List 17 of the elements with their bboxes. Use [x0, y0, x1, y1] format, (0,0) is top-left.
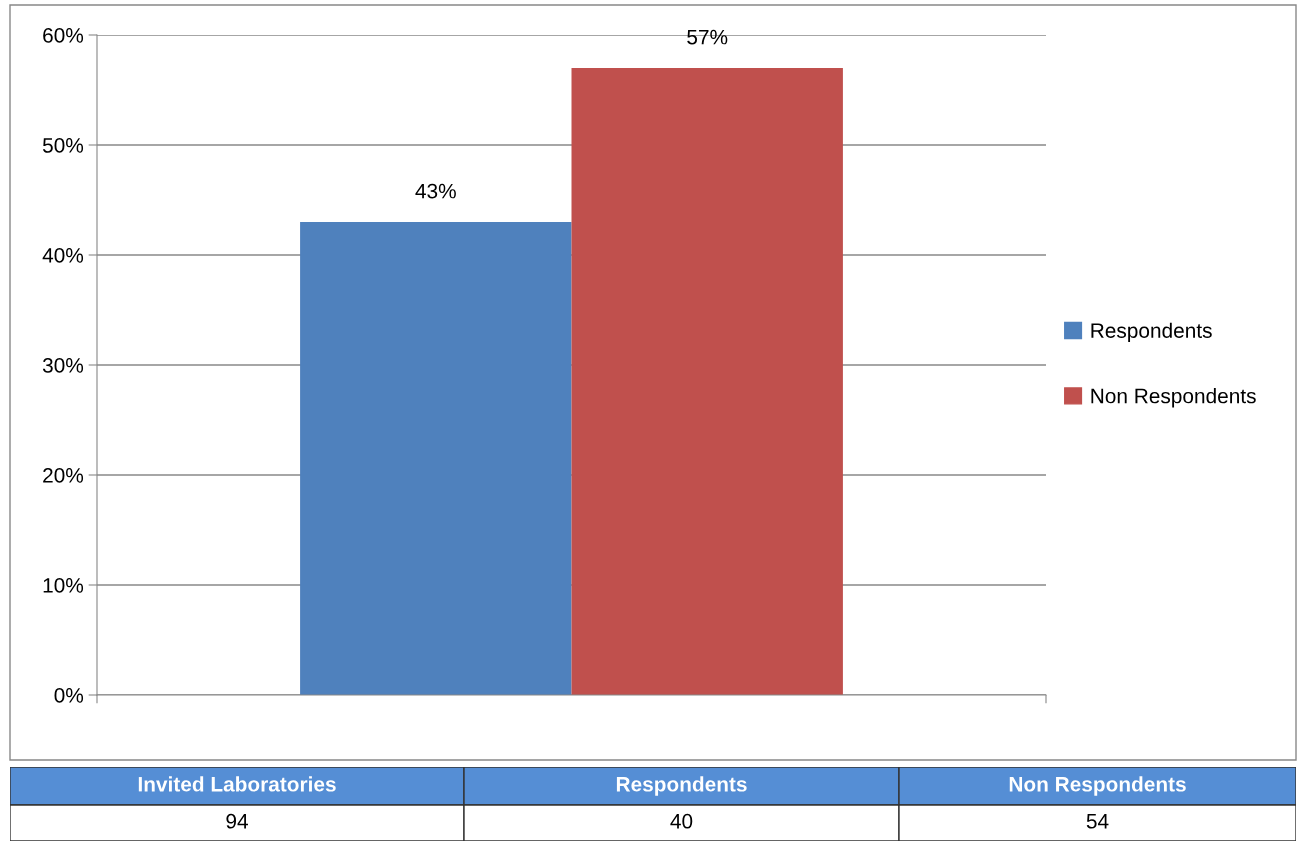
category-label: Invited Laboratories	[138, 776, 336, 792]
legend-label: Non Respondents	[1091, 388, 1256, 408]
y-tick-label: 0%	[54, 688, 84, 703]
y-tick-label: 60%	[43, 28, 84, 43]
y-tick-label: 50%	[42, 138, 84, 153]
data-label: 43%	[415, 183, 456, 199]
y-tick-label: 30%	[42, 358, 84, 373]
data-label: 40	[670, 813, 693, 829]
category-label: Non Respondents	[1009, 776, 1186, 796]
y-tick-label: 40%	[42, 248, 84, 263]
data-label: 57%	[687, 29, 728, 45]
y-tick-label: 20%	[43, 468, 84, 483]
y-tick-label: 10%	[43, 578, 84, 593]
legend-label: Respondents	[1091, 322, 1212, 343]
data-label: 54	[1086, 814, 1109, 829]
category-label: Respondents	[616, 776, 747, 796]
data-label: 94	[226, 813, 248, 829]
